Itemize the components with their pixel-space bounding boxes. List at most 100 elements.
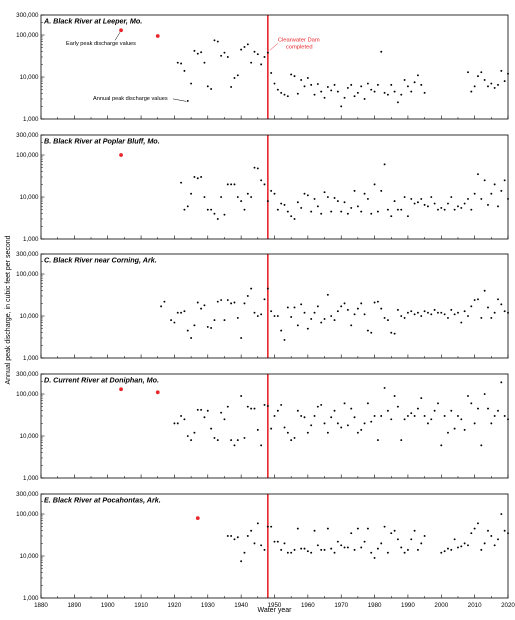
annual-peak-point xyxy=(443,550,446,553)
annual-peak-point xyxy=(256,428,259,431)
annual-peak-point xyxy=(296,92,299,95)
annual-peak-point xyxy=(470,90,473,93)
annual-peak-point xyxy=(473,192,476,195)
annual-peak-point xyxy=(310,318,313,320)
early-annotation: Early peak discharge values xyxy=(66,41,136,47)
annual-peak-point xyxy=(413,202,416,205)
annual-peak-point xyxy=(376,547,379,550)
panel-c: C. Black River near Corning, Ark. 1,000 10… xyxy=(16,251,509,362)
annual-peak-point xyxy=(487,85,489,88)
annual-peak-point xyxy=(270,71,273,74)
annual-peak-point xyxy=(463,202,466,205)
annual-peak-point xyxy=(283,542,286,545)
y-tick-label: 1,000 xyxy=(23,116,39,123)
annual-peak-point xyxy=(370,420,373,423)
annual-peak-point xyxy=(437,402,439,405)
x-tick-label: 1900 xyxy=(101,602,115,609)
annual-peak-point xyxy=(276,88,279,91)
annual-peak-point xyxy=(500,381,503,384)
annual-peak-point xyxy=(230,183,233,186)
x-tick-label: 1970 xyxy=(334,602,348,609)
annual-peak-point xyxy=(213,39,216,42)
annual-peak-point xyxy=(250,287,253,290)
annual-peak-point xyxy=(183,418,186,421)
annual-peak-point xyxy=(450,308,453,311)
annual-peak-point xyxy=(480,444,483,447)
annual-peak-point xyxy=(443,208,446,211)
y-tick-label: 10,000 xyxy=(20,194,39,201)
annual-peak-point xyxy=(336,422,339,425)
annual-peak-point xyxy=(240,337,243,339)
annual-peak-point xyxy=(323,422,326,425)
annual-peak-point xyxy=(330,547,333,550)
annual-peak-point xyxy=(216,439,219,442)
y-tick-label: 1,000 xyxy=(23,475,39,482)
early-peak-point xyxy=(155,390,160,395)
annual-peak-point xyxy=(403,79,406,81)
annual-peak-point xyxy=(430,313,433,316)
annual-peak-point xyxy=(223,319,226,322)
annual-peak-point xyxy=(266,51,269,54)
annual-peak-point xyxy=(363,540,366,543)
annual-peak-point xyxy=(400,439,403,442)
annual-peak-point xyxy=(326,431,329,434)
annual-peak-point xyxy=(290,73,293,76)
annual-peak-point xyxy=(467,197,469,200)
annual-peak-point xyxy=(460,206,463,209)
annual-peak-point xyxy=(286,431,289,434)
annual-peak-point xyxy=(437,311,439,314)
annual-peak-point xyxy=(223,213,226,216)
annual-peak-point xyxy=(363,313,366,316)
annual-peak-point xyxy=(353,313,356,316)
annual-peak-point xyxy=(193,324,196,327)
annual-peak-point xyxy=(320,548,323,551)
annual-peak-point xyxy=(406,215,409,218)
annual-peak-point xyxy=(350,532,353,535)
annual-peak-point xyxy=(470,402,473,405)
annual-peak-point xyxy=(493,86,496,89)
annual-peak-point xyxy=(210,87,213,90)
annual-peak-point xyxy=(246,295,249,297)
annual-peak-point xyxy=(253,311,256,314)
y-tick-label: 100,000 xyxy=(16,271,39,278)
y-tick-label: 300,000 xyxy=(16,132,39,139)
annual-peak-point xyxy=(260,313,263,316)
plot-frame xyxy=(40,373,509,479)
annual-peak-point xyxy=(443,415,446,417)
annual-peak-point xyxy=(403,551,406,554)
annual-peak-point xyxy=(410,412,413,415)
plot-frame xyxy=(40,493,509,599)
annual-peak-point xyxy=(300,206,303,209)
annual-peak-point xyxy=(293,75,296,78)
annual-peak-point xyxy=(246,43,249,46)
annual-peak-point xyxy=(316,83,319,85)
y-tick-label: 100,000 xyxy=(16,391,39,398)
dam-annotation-line1: Clearwater Dam xyxy=(278,37,320,43)
annual-peak-point xyxy=(163,300,166,303)
annual-peak-point xyxy=(293,306,296,309)
annual-peak-point xyxy=(283,426,286,429)
annual-peak-point xyxy=(487,407,489,410)
annual-peak-point xyxy=(346,424,349,427)
annual-peak-point xyxy=(313,197,316,200)
annual-peak-point xyxy=(423,415,426,417)
annual-peak-point xyxy=(380,189,383,192)
annual-peak-point xyxy=(300,547,303,550)
annual-peak-point xyxy=(376,83,379,86)
annual-peak-point xyxy=(366,527,369,530)
annual-peak-point xyxy=(467,315,469,317)
x-tick-label: 2000 xyxy=(434,602,448,609)
annual-peak-point xyxy=(416,74,419,77)
annual-peak-point xyxy=(290,215,293,218)
annual-peak-point xyxy=(450,196,453,198)
early-peak-point xyxy=(119,28,123,33)
annual-peak-point xyxy=(323,548,326,551)
annual-peak-point xyxy=(266,287,269,290)
annual-peak-point xyxy=(390,418,393,421)
annual-peak-point xyxy=(416,311,419,314)
annual-peak-point xyxy=(390,532,393,535)
panel-title: A. Black River at Leeper, Mo. xyxy=(43,17,142,26)
annual-peak-point xyxy=(376,300,379,303)
annual-peak-point xyxy=(420,397,423,400)
annual-peak-point xyxy=(180,62,183,65)
